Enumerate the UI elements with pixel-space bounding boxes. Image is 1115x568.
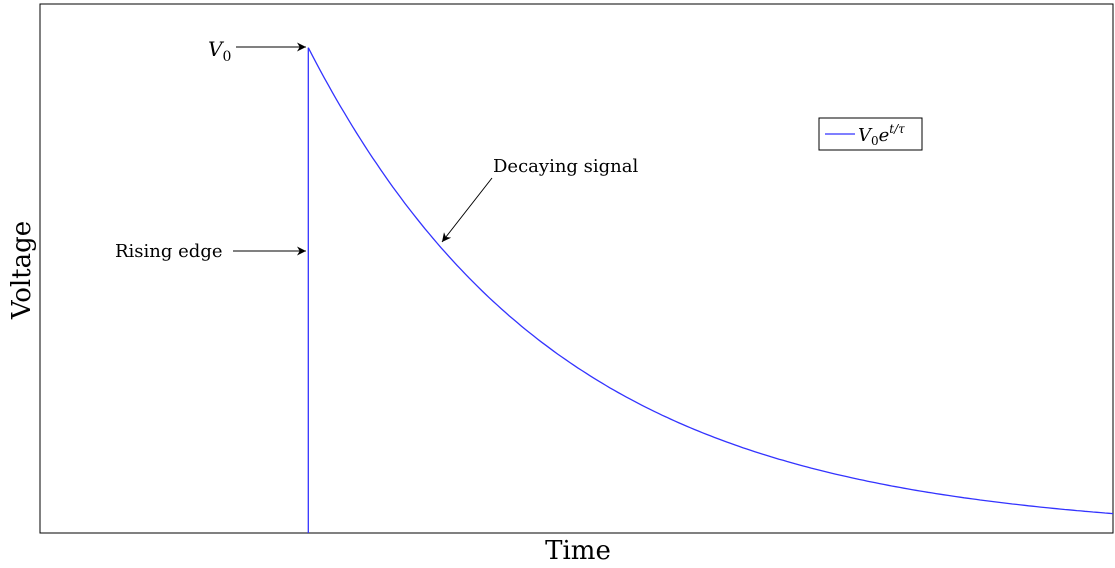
legend-entry: V0et/τ [858, 122, 905, 148]
legend-sup: t/τ [889, 122, 905, 136]
annotation-v0-base: V [208, 37, 225, 61]
annotation-v0: V0 [208, 37, 306, 65]
legend-sub: 0 [871, 134, 879, 148]
legend-base: V [858, 125, 873, 146]
y-axis-label: Voltage [7, 221, 37, 320]
annotation-v0-label: V0 [208, 37, 231, 65]
legend: V0et/τ [818, 117, 923, 151]
annotation-rising-edge-label: Rising edge [115, 241, 223, 262]
series-0-decay [307, 47, 1114, 515]
x-axis-label: Time [545, 536, 611, 566]
annotation-v0-sub: 0 [222, 49, 231, 65]
legend-box [818, 117, 923, 151]
series-layer [307, 47, 1114, 533]
annotation-decaying-signal-label: Decaying signal [493, 156, 639, 177]
plot-frame [39, 3, 1114, 534]
annotation-rising-edge: Rising edge [115, 241, 306, 262]
annotation-decaying-signal: Decaying signal [441, 156, 639, 243]
legend-mid: e [879, 125, 890, 146]
annotation-decaying-signal-arrow [441, 177, 493, 243]
